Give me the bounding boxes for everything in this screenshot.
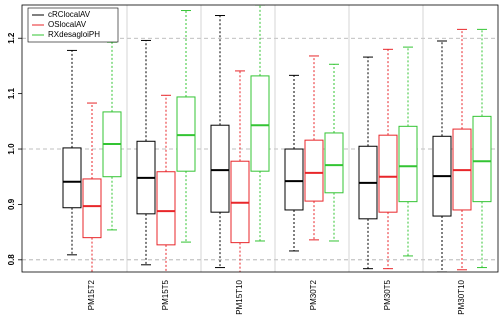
y-tick-label: 1.2 [7, 32, 16, 44]
box [62, 147, 82, 209]
plot-area [22, 5, 498, 272]
box [398, 125, 418, 203]
box [250, 75, 270, 172]
legend-label: OSlocalAV [48, 20, 87, 29]
box [82, 178, 102, 239]
y-tick-label: 1.0 [7, 143, 16, 155]
box [324, 132, 344, 194]
y-tick-label: 0.8 [7, 254, 16, 266]
x-tick-label: PM15T5 [161, 279, 170, 310]
box [156, 171, 176, 246]
x-tick-label: PM30T2 [309, 279, 318, 310]
x-tick-label: PM30T5 [383, 279, 392, 310]
x-tick-label: PM15T10 [235, 279, 244, 314]
box [210, 124, 230, 213]
plot-frame [21, 4, 499, 273]
box [284, 148, 304, 211]
legend-label: cRClocalAV [48, 10, 91, 19]
box [304, 139, 324, 202]
x-tick-label: PM30T10 [457, 279, 466, 314]
y-tick-label: 0.9 [7, 198, 16, 210]
box [472, 115, 492, 203]
legend-label: RXdesagloiPH [48, 30, 100, 39]
y-tick-label: 1.1 [7, 88, 16, 100]
x-tick-label: PM15T2 [87, 279, 96, 310]
box [378, 134, 398, 213]
box [176, 96, 196, 172]
